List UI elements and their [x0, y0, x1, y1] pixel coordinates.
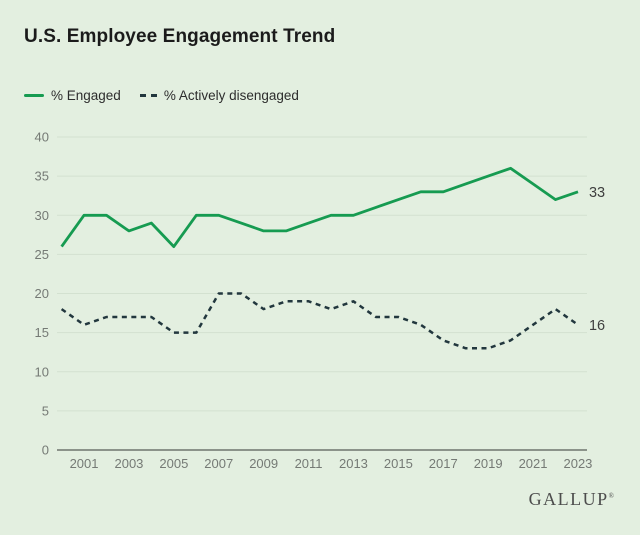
series-end-value-label: 16	[589, 318, 605, 334]
chart-title: U.S. Employee Engagement Trend	[24, 26, 336, 47]
x-tick-label: 2009	[249, 456, 278, 471]
disengaged-line-swatch-icon	[139, 94, 157, 97]
y-tick-label: 10	[35, 364, 49, 379]
y-tick-label: 25	[35, 247, 49, 262]
y-tick-label: 35	[35, 169, 49, 184]
legend: % Engaged % Actively disengaged	[24, 88, 299, 103]
engaged-line	[60, 166, 579, 249]
x-tick-label: 2019	[474, 456, 503, 471]
registered-mark-icon: ®	[608, 492, 614, 500]
y-tick-label: 5	[42, 403, 49, 418]
x-tick-label: 2013	[339, 456, 368, 471]
gallup-wordmark: GALLUP	[528, 489, 609, 509]
legend-label-disengaged: % Actively disengaged	[163, 88, 299, 103]
engaged-line-swatch-icon	[24, 94, 44, 97]
x-tick-label: 2005	[159, 456, 188, 471]
x-tick-label: 2017	[429, 456, 458, 471]
legend-label-engaged: % Engaged	[51, 88, 121, 103]
disengaged-line	[60, 292, 579, 350]
series-end-value-label: 33	[589, 185, 605, 201]
y-tick-label: 40	[35, 130, 49, 145]
legend-item-engaged: % Engaged	[24, 88, 121, 103]
x-tick-label: 2021	[519, 456, 548, 471]
y-tick-label: 20	[35, 286, 49, 301]
x-tick-label: 2011	[295, 456, 323, 471]
x-tick-label: 2015	[384, 456, 413, 471]
gallup-logo: GALLUP®	[529, 489, 614, 510]
y-tick-label: 30	[35, 208, 49, 223]
legend-item-disengaged: % Actively disengaged	[139, 88, 299, 103]
x-tick-label: 2001	[70, 456, 99, 471]
y-tick-label: 15	[35, 325, 49, 340]
x-tick-label: 2023	[563, 456, 592, 471]
y-tick-label: 0	[42, 443, 49, 458]
x-tick-label: 2003	[114, 456, 143, 471]
x-tick-label: 2007	[204, 456, 233, 471]
